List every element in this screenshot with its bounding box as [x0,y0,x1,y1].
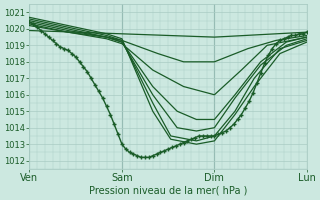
X-axis label: Pression niveau de la mer( hPa ): Pression niveau de la mer( hPa ) [89,186,247,196]
